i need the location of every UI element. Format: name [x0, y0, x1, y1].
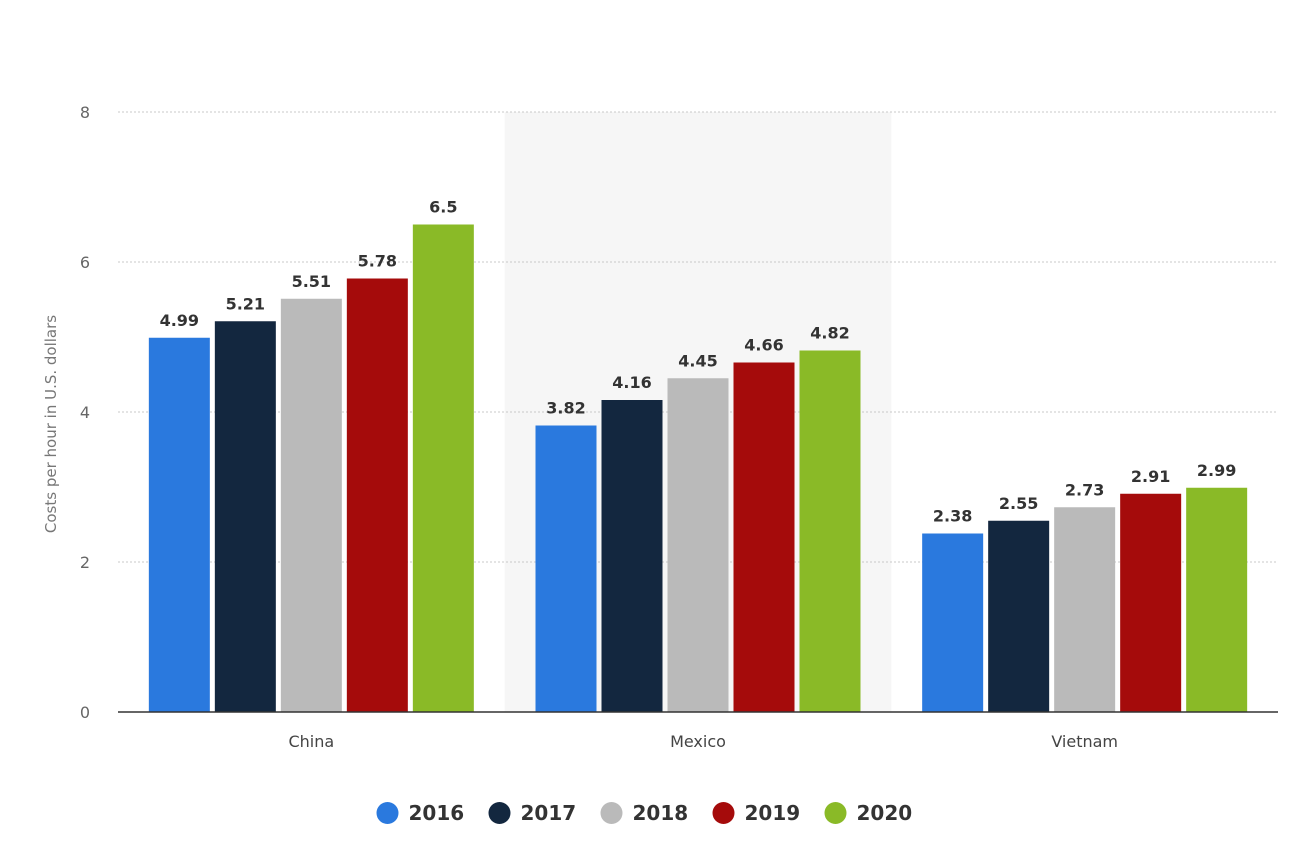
bar-vietnam-2020 — [1186, 487, 1248, 712]
data-label-mexico-2018: 4.45 — [678, 351, 717, 370]
bar-vietnam-2017 — [988, 520, 1050, 712]
legend-swatch — [712, 802, 735, 824]
legend-label: 2019 — [745, 801, 801, 825]
legend-swatch — [824, 802, 847, 824]
data-label-mexico-2017: 4.16 — [612, 373, 651, 392]
bar-mexico-2017 — [601, 400, 663, 712]
bars — [148, 224, 1248, 712]
data-label-vietnam-2016: 2.38 — [933, 507, 972, 526]
x-axis-categories: China Mexico Vietnam — [288, 732, 1118, 751]
bar-mexico-2018 — [667, 378, 729, 712]
bar-vietnam-2018 — [1054, 507, 1116, 712]
data-label-china-2018: 5.51 — [292, 272, 331, 291]
y-axis-label: Costs per hour in U.S. dollars — [42, 315, 60, 533]
legend-swatch — [488, 802, 511, 824]
data-label-mexico-2020: 4.82 — [810, 324, 849, 343]
legend-swatch — [600, 802, 623, 824]
y-tick-label: 6 — [80, 253, 90, 272]
bar-china-2016 — [148, 337, 210, 712]
data-label-china-2016: 4.99 — [160, 311, 199, 330]
data-labels: 4.99 5.21 5.51 5.78 6.5 3.82 4.16 4.45 4.66 4.82 2… — [160, 198, 1237, 526]
legend-item-2016[interactable]: 2016 — [376, 801, 465, 825]
x-category-label: Mexico — [670, 732, 726, 751]
bar-china-2017 — [214, 321, 276, 712]
bar-china-2019 — [346, 278, 408, 712]
data-label-mexico-2019: 4.66 — [744, 336, 783, 355]
data-label-vietnam-2017: 2.55 — [999, 494, 1038, 513]
data-label-mexico-2016: 3.82 — [546, 399, 585, 418]
legend-item-2017[interactable]: 2017 — [488, 801, 577, 825]
x-category-label: Vietnam — [1051, 732, 1118, 751]
legend-swatch — [376, 802, 399, 824]
bar-mexico-2016 — [535, 425, 597, 712]
data-label-china-2019: 5.78 — [358, 252, 397, 271]
bar-vietnam-2016 — [922, 533, 984, 712]
legend-label: 2020 — [857, 801, 913, 825]
x-category-label: China — [288, 732, 334, 751]
data-label-china-2017: 5.21 — [226, 294, 265, 313]
legend-label: 2017 — [521, 801, 577, 825]
bar-china-2020 — [412, 224, 474, 712]
bar-mexico-2020 — [799, 350, 861, 712]
bar-mexico-2019 — [733, 362, 795, 712]
data-label-vietnam-2020: 2.99 — [1197, 461, 1236, 480]
data-label-vietnam-2019: 2.91 — [1131, 467, 1170, 486]
legend-label: 2018 — [633, 801, 689, 825]
legend-label: 2016 — [409, 801, 465, 825]
y-tick-label: 8 — [80, 103, 90, 122]
data-label-vietnam-2018: 2.73 — [1065, 480, 1104, 499]
y-tick-label: 0 — [80, 703, 90, 722]
data-label-china-2020: 6.5 — [429, 198, 457, 217]
y-tick-label: 4 — [80, 403, 90, 422]
bar-vietnam-2019 — [1120, 493, 1182, 712]
bar-china-2018 — [280, 298, 342, 712]
legend: 2016 2017 2018 2019 2020 — [376, 801, 913, 825]
legend-item-2019[interactable]: 2019 — [712, 801, 801, 825]
y-tick-label: 2 — [80, 553, 90, 572]
legend-item-2020[interactable]: 2020 — [824, 801, 913, 825]
y-axis-ticks: 0 2 4 6 8 — [80, 103, 90, 722]
legend-item-2018[interactable]: 2018 — [600, 801, 689, 825]
